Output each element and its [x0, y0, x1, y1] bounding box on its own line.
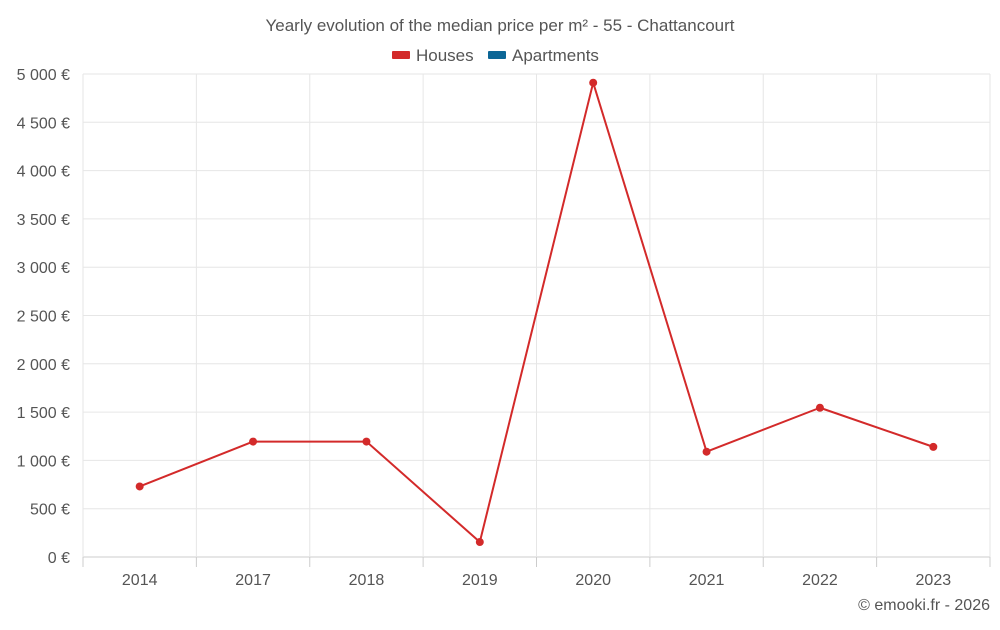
legend-label-apartments: Apartments [512, 46, 599, 65]
legend-swatch-apartments [488, 51, 506, 59]
legend-swatch-houses [392, 51, 410, 59]
x-tick-label: 2017 [235, 572, 271, 589]
data-point-houses[interactable] [135, 482, 144, 491]
y-tick-label: 0 € [48, 550, 70, 567]
legend-item-houses[interactable]: Houses [392, 46, 474, 65]
y-tick-label: 4 000 € [17, 164, 70, 181]
x-tick-label: 2018 [349, 572, 385, 589]
data-point-houses[interactable] [475, 538, 484, 547]
y-tick-label: 1 500 € [17, 405, 70, 422]
y-tick-label: 1 000 € [17, 453, 70, 470]
data-point-houses[interactable] [702, 447, 711, 456]
data-point-houses[interactable] [929, 442, 938, 451]
y-tick-label: 500 € [30, 502, 70, 519]
legend-item-apartments[interactable]: Apartments [488, 46, 599, 65]
x-tick-label: 2019 [462, 572, 498, 589]
x-tick-label: 2022 [802, 572, 838, 589]
x-tick-label: 2014 [122, 572, 158, 589]
data-point-houses[interactable] [249, 437, 258, 446]
x-axis-ticks: 2014 2017 2018 2019 2020 2021 2022 2023 [82, 557, 991, 589]
legend: Houses Apartments [392, 46, 599, 65]
series-layer [135, 78, 938, 547]
y-tick-label: 3 000 € [17, 260, 70, 277]
y-tick-label: 2 500 € [17, 309, 70, 326]
chart-title: Yearly evolution of the median price per… [265, 16, 734, 35]
x-tick-label: 2023 [916, 572, 952, 589]
data-point-houses[interactable] [362, 437, 371, 446]
x-tick-label: 2021 [689, 572, 725, 589]
y-tick-label: 3 500 € [17, 212, 70, 229]
series-line-houses [139, 81, 934, 544]
data-point-houses[interactable] [815, 403, 824, 412]
credit-text: © emooki.fr - 2026 [858, 597, 990, 614]
y-tick-label: 5 000 € [17, 67, 70, 84]
y-tick-label: 4 500 € [17, 115, 70, 132]
data-point-houses[interactable] [589, 78, 598, 87]
x-tick-label: 2020 [575, 572, 611, 589]
y-axis-ticks: 0 € 500 € 1 000 € 1 500 € 2 000 € 2 500 € 3 00… [17, 67, 70, 567]
y-tick-label: 2 000 € [17, 357, 70, 374]
legend-label-houses: Houses [416, 46, 474, 65]
